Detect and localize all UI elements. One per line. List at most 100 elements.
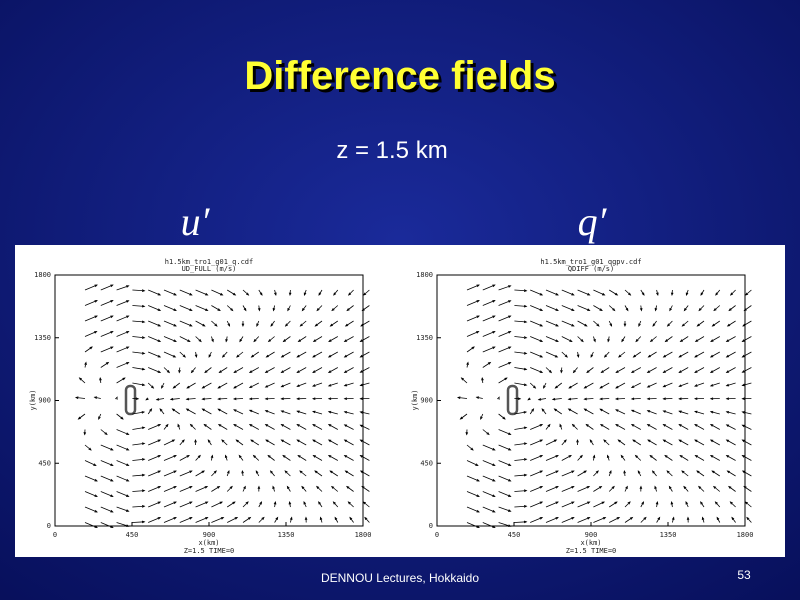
vector	[530, 336, 543, 342]
vector-head	[700, 501, 703, 505]
vector	[297, 424, 307, 430]
vector	[482, 300, 495, 306]
vector-head	[592, 454, 596, 459]
vector	[163, 486, 177, 492]
vector	[84, 522, 98, 528]
vector	[466, 346, 475, 353]
vector	[608, 305, 615, 311]
vector-head	[698, 308, 702, 312]
vector-head	[554, 385, 558, 389]
vector-head	[696, 323, 700, 327]
vector-head	[587, 308, 591, 311]
vector-head	[312, 354, 316, 358]
vector	[132, 289, 145, 292]
vector-head	[548, 370, 553, 374]
vector-head	[141, 520, 146, 524]
vector-head	[662, 410, 666, 413]
vector-head	[110, 494, 114, 497]
vector	[226, 305, 233, 311]
vector	[163, 336, 177, 342]
vector	[242, 517, 251, 523]
vector	[514, 443, 527, 446]
vector-head	[539, 292, 544, 296]
vector-head	[701, 516, 705, 521]
vector	[173, 382, 181, 389]
vector	[482, 491, 495, 497]
vector	[204, 367, 212, 373]
vector-head	[694, 454, 698, 458]
vector-head	[327, 383, 332, 387]
vector-head	[729, 501, 733, 505]
vector	[333, 501, 339, 508]
vector-head	[741, 339, 745, 342]
vector-head	[564, 354, 568, 358]
vector-head	[141, 320, 146, 324]
vector	[283, 336, 291, 342]
vector	[568, 382, 578, 389]
vector-head	[662, 370, 666, 373]
vector-head	[694, 339, 699, 343]
vector	[163, 455, 177, 461]
vector-head	[211, 338, 214, 343]
vector	[84, 346, 93, 353]
x-axis-label: x(km)	[198, 539, 219, 547]
vector	[632, 439, 642, 446]
vector	[344, 424, 354, 430]
vector	[684, 305, 689, 311]
vector-head	[327, 439, 332, 443]
vector	[132, 320, 145, 323]
vector	[221, 439, 228, 446]
x-tick-label: 0	[53, 531, 57, 539]
vector-head	[334, 516, 338, 521]
vector	[577, 289, 590, 296]
vector-head	[725, 455, 730, 458]
vector-head	[252, 454, 257, 458]
vector	[615, 382, 626, 389]
vector-head	[678, 424, 682, 427]
vector	[529, 382, 536, 389]
vector-head	[157, 470, 162, 474]
vector	[498, 460, 511, 466]
vector	[664, 455, 673, 461]
vector	[726, 382, 736, 387]
vector-head	[606, 454, 610, 459]
vector-head	[214, 323, 218, 327]
vector	[545, 439, 557, 446]
vector-head	[141, 442, 146, 446]
vector	[344, 367, 354, 373]
vector	[163, 470, 177, 477]
vector-head	[173, 470, 177, 474]
vector-head	[280, 354, 285, 358]
vector-head	[615, 424, 619, 427]
vector-head	[165, 423, 169, 428]
vector-head	[241, 469, 244, 474]
vector-head	[330, 485, 335, 489]
vector-head	[190, 369, 194, 374]
vector	[554, 408, 563, 415]
vector-head	[205, 517, 209, 520]
vector-head	[150, 385, 155, 389]
vector-head	[362, 501, 366, 505]
vector-head	[331, 308, 335, 312]
vector	[620, 455, 626, 461]
vector-head	[470, 447, 474, 451]
vector	[631, 424, 641, 430]
vector-head	[250, 354, 255, 358]
vector-head	[601, 501, 606, 505]
vector	[593, 486, 602, 492]
vector-head	[172, 385, 176, 389]
vector-head	[599, 408, 603, 412]
vector-head	[155, 398, 160, 401]
vector-head	[611, 485, 615, 489]
vector-head	[615, 409, 619, 412]
vector-head	[280, 384, 284, 388]
vector-head	[216, 485, 221, 489]
vector	[242, 501, 249, 508]
vector-head	[126, 432, 130, 435]
vector	[100, 362, 109, 368]
vector-head	[476, 300, 480, 303]
vector	[498, 377, 508, 384]
vector	[116, 491, 129, 497]
vector	[679, 351, 689, 358]
vector-head	[709, 455, 714, 458]
